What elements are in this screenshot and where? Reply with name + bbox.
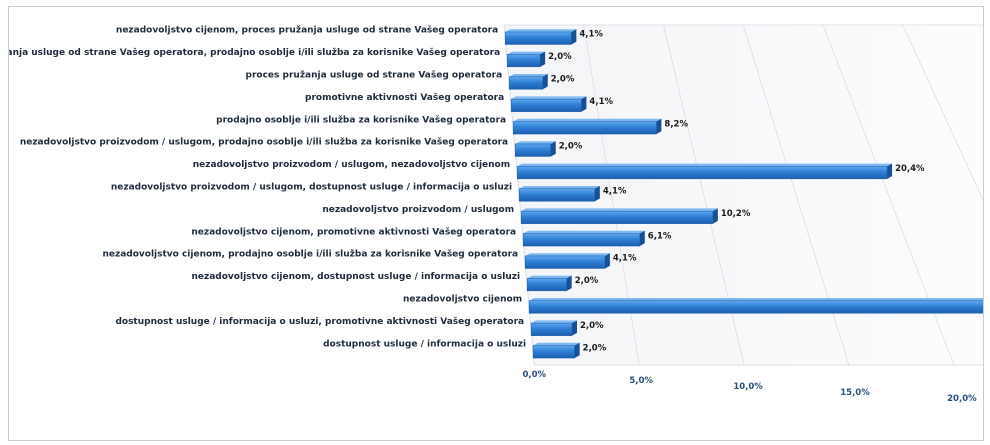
category-label: nezadovoljstvo proizvodom / uslugom, dos… xyxy=(111,183,512,193)
category-label: nezadovoljstvo proizvodom / uslugom, pro… xyxy=(20,137,508,148)
bar-end xyxy=(594,186,600,202)
bar-top xyxy=(505,29,577,32)
x-tick-label: 0,0% xyxy=(522,370,546,380)
bar xyxy=(516,166,888,180)
bar-top xyxy=(531,320,578,324)
bar-top xyxy=(507,51,546,55)
category-label: nezadovoljstvo cijenom, dostupnost uslug… xyxy=(191,272,520,282)
bar-end xyxy=(581,96,587,112)
bar xyxy=(532,345,575,359)
bar-top xyxy=(513,118,662,122)
bar-value-label: 4,1% xyxy=(603,187,627,197)
bar-end xyxy=(712,208,718,224)
bar-top xyxy=(515,141,556,144)
category-label: proces pružanja usluge od strane Vašeg o… xyxy=(246,70,503,81)
bar-end xyxy=(542,74,548,90)
bar-end xyxy=(540,51,546,67)
category-label: promotivne aktivnosti Vašeg operatora xyxy=(305,92,504,103)
category-label: proces pružanja usluge od strane Vašeg o… xyxy=(9,47,500,58)
category-label: prodajno osoblje i/ili služba za korisni… xyxy=(216,114,506,125)
bar-value-label: 4,1% xyxy=(613,254,637,264)
bar xyxy=(528,300,983,314)
bar-top xyxy=(533,342,580,346)
bar xyxy=(514,143,551,157)
category-label: dostupnost usluge / informacija o usluzi xyxy=(323,339,526,349)
bar-end xyxy=(566,275,572,291)
bar-value-label: 2,0% xyxy=(575,276,599,286)
bar xyxy=(512,121,657,135)
bar-value-label: 2,0% xyxy=(559,142,583,152)
category-label: nezadovoljstvo proizvodom / uslugom, nez… xyxy=(193,160,510,170)
x-tick-label: 15,0% xyxy=(840,388,870,398)
bar-end xyxy=(574,342,580,359)
bar xyxy=(524,255,606,269)
bar-top xyxy=(509,74,548,77)
x-axis-ticks: 0,0%5,0%10,0%15,0%20,0%25,0%30,0% xyxy=(522,370,977,404)
bar-end xyxy=(550,141,556,157)
gridline xyxy=(902,24,983,201)
bar-top xyxy=(517,163,893,167)
bar-value-label: 4,1% xyxy=(589,97,613,107)
x-tick-label: 20,0% xyxy=(947,394,977,404)
bar-value-label: 2,0% xyxy=(548,52,572,62)
bar xyxy=(518,188,596,202)
category-label: nezadovoljstvo cijenom, proces pružanja … xyxy=(116,25,498,36)
bar xyxy=(510,98,582,112)
bar xyxy=(508,76,544,90)
bar-top xyxy=(511,96,587,100)
bar-top xyxy=(529,298,983,301)
bar xyxy=(526,278,567,292)
category-label: nezadovoljstvo cijenom xyxy=(403,295,522,305)
bar-top xyxy=(521,208,718,212)
bar-value-label: 2,0% xyxy=(583,343,607,353)
bar-value-label: 4,1% xyxy=(579,30,603,40)
x-tick-label: 10,0% xyxy=(733,382,763,392)
bar xyxy=(506,54,541,68)
bar-end xyxy=(656,118,662,135)
bar-value-label: 2,0% xyxy=(580,321,604,331)
bar-value-label: 20,4% xyxy=(895,164,925,174)
bar xyxy=(504,31,572,45)
category-label: nezadovoljstvo cijenom, prodajno osoblje… xyxy=(102,249,518,260)
bar-end xyxy=(887,163,893,179)
chart-frame: nezadovoljstvo cijenom, proces pružanja … xyxy=(8,6,984,441)
bar-value-label: 8,2% xyxy=(664,119,688,129)
category-label: nezadovoljstvo proizvodom / uslugom xyxy=(322,205,514,215)
bar-end xyxy=(639,230,645,247)
bar-value-label: 2,0% xyxy=(551,75,575,85)
bar-value-label: 10,2% xyxy=(721,209,751,219)
category-labels: nezadovoljstvo cijenom, proces pružanja … xyxy=(9,25,526,350)
bar-end xyxy=(572,320,578,336)
bar-value-label: 6,1% xyxy=(648,231,672,241)
bar-chart: nezadovoljstvo cijenom, proces pružanja … xyxy=(9,24,983,404)
category-label: nezadovoljstvo cijenom, promotivne aktiv… xyxy=(191,226,516,237)
bar-end xyxy=(571,29,577,45)
bar-end xyxy=(604,253,610,269)
category-label: dostupnost usluge / informacija o usluzi… xyxy=(115,316,524,327)
value-labels: 4,1% 2,0% 2,0% 4,1% 8,2% 2,0% 20,4% 4,1% 10,2% 6,… xyxy=(548,30,925,354)
bars xyxy=(504,29,983,359)
bar xyxy=(520,210,714,224)
bar-top xyxy=(525,253,610,256)
bar xyxy=(530,322,573,336)
x-tick-label: 5,0% xyxy=(629,376,653,386)
bar-top xyxy=(519,186,600,189)
bar xyxy=(522,233,641,247)
bar-top xyxy=(523,230,645,234)
bar-top xyxy=(527,275,572,279)
